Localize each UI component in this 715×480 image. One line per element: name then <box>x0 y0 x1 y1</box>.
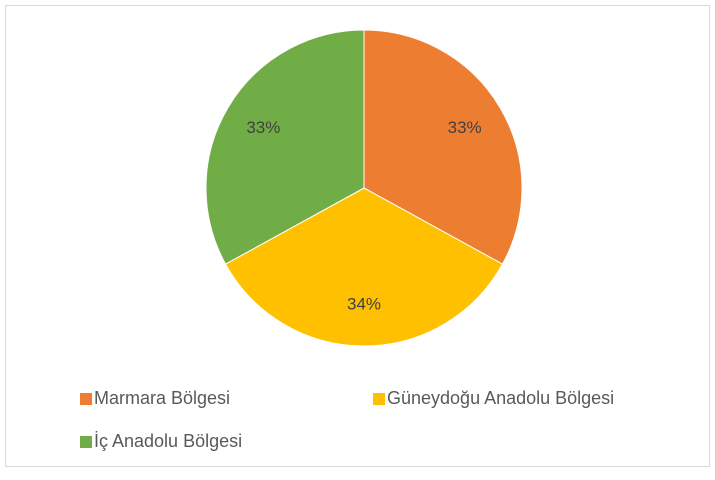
legend-label: Güneydoğu Anadolu Bölgesi <box>387 388 614 408</box>
legend-swatch <box>373 393 385 405</box>
data-label: 33% <box>246 118 280 137</box>
pie-slice <box>363 29 523 265</box>
data-label: 34% <box>347 294 381 313</box>
legend-swatch <box>80 393 92 405</box>
legend-label: İç Anadolu Bölgesi <box>94 431 242 451</box>
data-label: 33% <box>448 118 482 137</box>
pie-slice <box>205 29 365 265</box>
legend-label: Marmara Bölgesi <box>94 388 230 408</box>
pie-slice <box>224 187 504 347</box>
legend-swatch <box>80 436 92 448</box>
